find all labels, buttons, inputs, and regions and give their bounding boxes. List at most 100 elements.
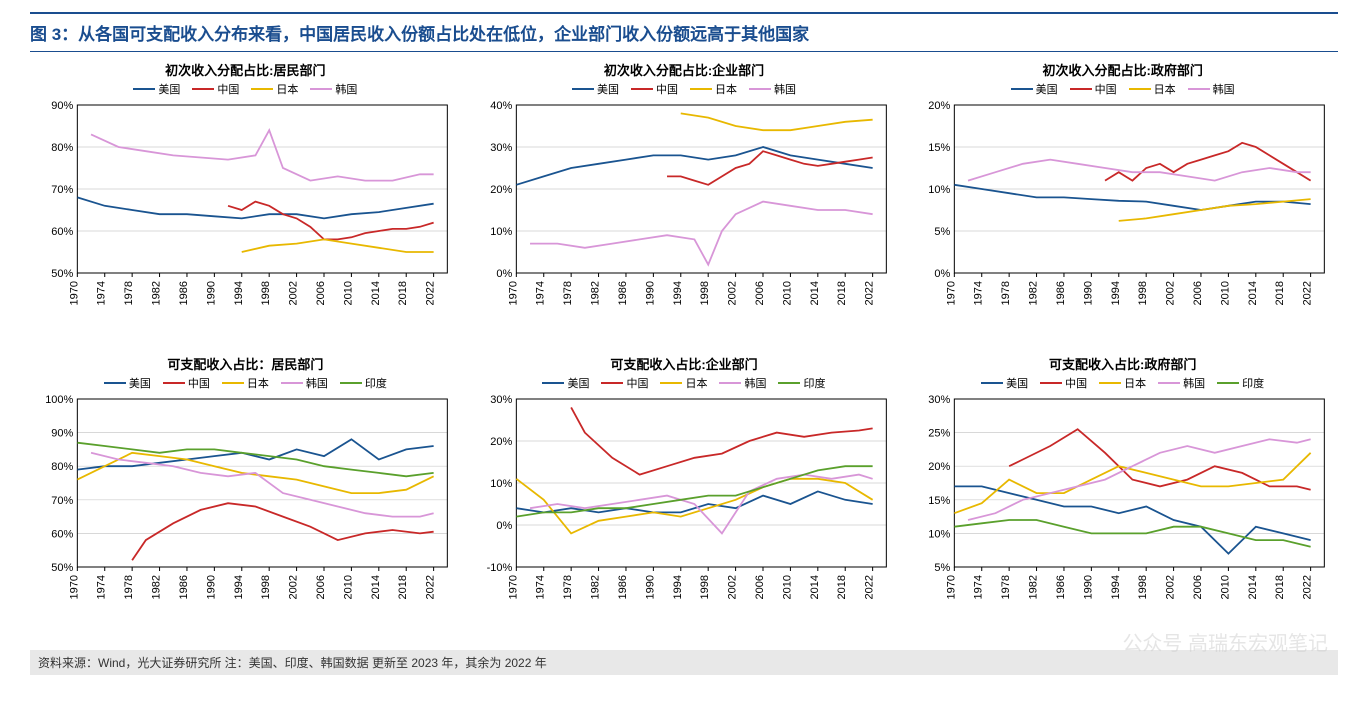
legend-label: 中国 <box>656 81 678 97</box>
series-line-us <box>77 197 433 218</box>
svg-text:1986: 1986 <box>617 575 629 599</box>
svg-text:1994: 1994 <box>1110 575 1122 599</box>
legend-item-in: 印度 <box>340 375 387 391</box>
chart-title: 可支配收入占比：居民部门 <box>30 354 461 373</box>
svg-text:5%: 5% <box>935 562 951 574</box>
chart-legend: 美国中国日本韩国 <box>30 81 461 97</box>
svg-text:25%: 25% <box>929 428 951 440</box>
chart-title: 初次收入分配占比:企业部门 <box>469 60 900 79</box>
svg-text:1970: 1970 <box>507 575 519 599</box>
legend-swatch <box>1040 382 1062 384</box>
svg-text:1978: 1978 <box>123 575 135 599</box>
svg-text:1986: 1986 <box>617 281 629 305</box>
legend-swatch <box>133 88 155 90</box>
legend-label: 韩国 <box>1183 375 1205 391</box>
svg-text:1974: 1974 <box>973 575 985 599</box>
chart-cell-4: 可支配收入占比:企业部门美国中国日本韩国印度-10%0%10%20%30%197… <box>469 354 900 644</box>
svg-text:30%: 30% <box>490 142 512 154</box>
plot-area: 0%5%10%15%20%197019741978198219861990199… <box>907 99 1338 319</box>
svg-text:60%: 60% <box>51 226 73 238</box>
legend-swatch <box>1188 88 1210 90</box>
svg-text:15%: 15% <box>929 495 951 507</box>
legend-swatch <box>222 382 244 384</box>
plot-svg: 50%60%70%80%90%1970197419781982198619901… <box>30 99 461 319</box>
plot-svg: -10%0%10%20%30%1970197419781982198619901… <box>469 393 900 613</box>
legend-item-jp: 日本 <box>690 81 737 97</box>
svg-text:1970: 1970 <box>68 575 80 599</box>
chart-title: 初次收入分配占比:政府部门 <box>907 60 1338 79</box>
svg-text:1970: 1970 <box>946 281 958 305</box>
svg-text:1970: 1970 <box>68 281 80 305</box>
legend-swatch <box>1099 382 1121 384</box>
plot-svg: 5%10%15%20%25%30%19701974197819821986199… <box>907 393 1338 613</box>
svg-text:1990: 1990 <box>205 281 217 305</box>
svg-text:2022: 2022 <box>1302 281 1314 305</box>
svg-text:2010: 2010 <box>1220 575 1232 599</box>
svg-text:5%: 5% <box>935 226 951 238</box>
svg-text:2014: 2014 <box>370 575 382 599</box>
svg-text:30%: 30% <box>929 394 951 406</box>
legend-item-jp: 日本 <box>222 375 269 391</box>
svg-text:1982: 1982 <box>589 575 601 599</box>
legend-label: 美国 <box>597 81 619 97</box>
svg-text:1994: 1994 <box>233 575 245 599</box>
svg-text:-10%: -10% <box>486 562 512 574</box>
chart-legend: 美国中国日本韩国 <box>469 81 900 97</box>
svg-text:1982: 1982 <box>151 575 163 599</box>
legend-label: 美国 <box>129 375 151 391</box>
svg-text:50%: 50% <box>51 268 73 280</box>
legend-label: 美国 <box>1036 81 1058 97</box>
legend-item-us: 美国 <box>981 375 1028 391</box>
legend-swatch <box>1158 382 1180 384</box>
legend-item-kr: 韩国 <box>1158 375 1205 391</box>
legend-label: 日本 <box>715 81 737 97</box>
svg-text:1994: 1994 <box>233 281 245 305</box>
svg-text:2022: 2022 <box>863 281 875 305</box>
svg-text:1998: 1998 <box>260 575 272 599</box>
legend-swatch <box>572 88 594 90</box>
legend-swatch <box>1011 88 1033 90</box>
series-line-cn <box>1105 143 1311 181</box>
legend-swatch <box>1070 88 1092 90</box>
legend-swatch <box>340 382 362 384</box>
chart-title: 可支配收入占比:政府部门 <box>907 354 1338 373</box>
svg-text:2018: 2018 <box>397 575 409 599</box>
chart-legend: 美国中国日本韩国印度 <box>30 375 461 391</box>
svg-text:2002: 2002 <box>726 281 738 305</box>
svg-text:1974: 1974 <box>973 281 985 305</box>
svg-text:1982: 1982 <box>151 281 163 305</box>
legend-label: 美国 <box>567 375 589 391</box>
legend-item-jp: 日本 <box>251 81 298 97</box>
svg-text:2014: 2014 <box>808 281 820 305</box>
series-line-cn <box>132 503 434 560</box>
legend-label: 印度 <box>803 375 825 391</box>
svg-text:2002: 2002 <box>288 575 300 599</box>
series-line-cn <box>1009 429 1311 490</box>
figure-title: 图 3：从各国可支配收入分布来看，中国居民收入份额占比处在低位，企业部门收入份额… <box>30 20 1338 45</box>
svg-text:1994: 1994 <box>671 575 683 599</box>
svg-text:2006: 2006 <box>1192 281 1204 305</box>
legend-item-cn: 中国 <box>631 81 678 97</box>
svg-text:1990: 1990 <box>1083 575 1095 599</box>
svg-text:100%: 100% <box>45 394 73 406</box>
legend-item-cn: 中国 <box>601 375 648 391</box>
svg-text:1994: 1994 <box>1110 281 1122 305</box>
svg-text:2014: 2014 <box>808 575 820 599</box>
svg-text:40%: 40% <box>490 100 512 112</box>
svg-text:1990: 1990 <box>644 575 656 599</box>
chart-legend: 美国中国日本韩国印度 <box>907 375 1338 391</box>
series-line-kr <box>91 130 434 180</box>
svg-text:50%: 50% <box>51 562 73 574</box>
legend-swatch <box>631 88 653 90</box>
svg-text:1998: 1998 <box>260 281 272 305</box>
svg-text:1998: 1998 <box>699 575 711 599</box>
plot-area: 0%10%20%30%40%19701974197819821986199019… <box>469 99 900 319</box>
svg-text:15%: 15% <box>929 142 951 154</box>
svg-text:2002: 2002 <box>288 281 300 305</box>
svg-text:20%: 20% <box>929 461 951 473</box>
svg-text:2002: 2002 <box>726 575 738 599</box>
legend-label: 美国 <box>158 81 180 97</box>
svg-text:2006: 2006 <box>754 575 766 599</box>
svg-text:2010: 2010 <box>1220 281 1232 305</box>
svg-text:1974: 1974 <box>534 281 546 305</box>
